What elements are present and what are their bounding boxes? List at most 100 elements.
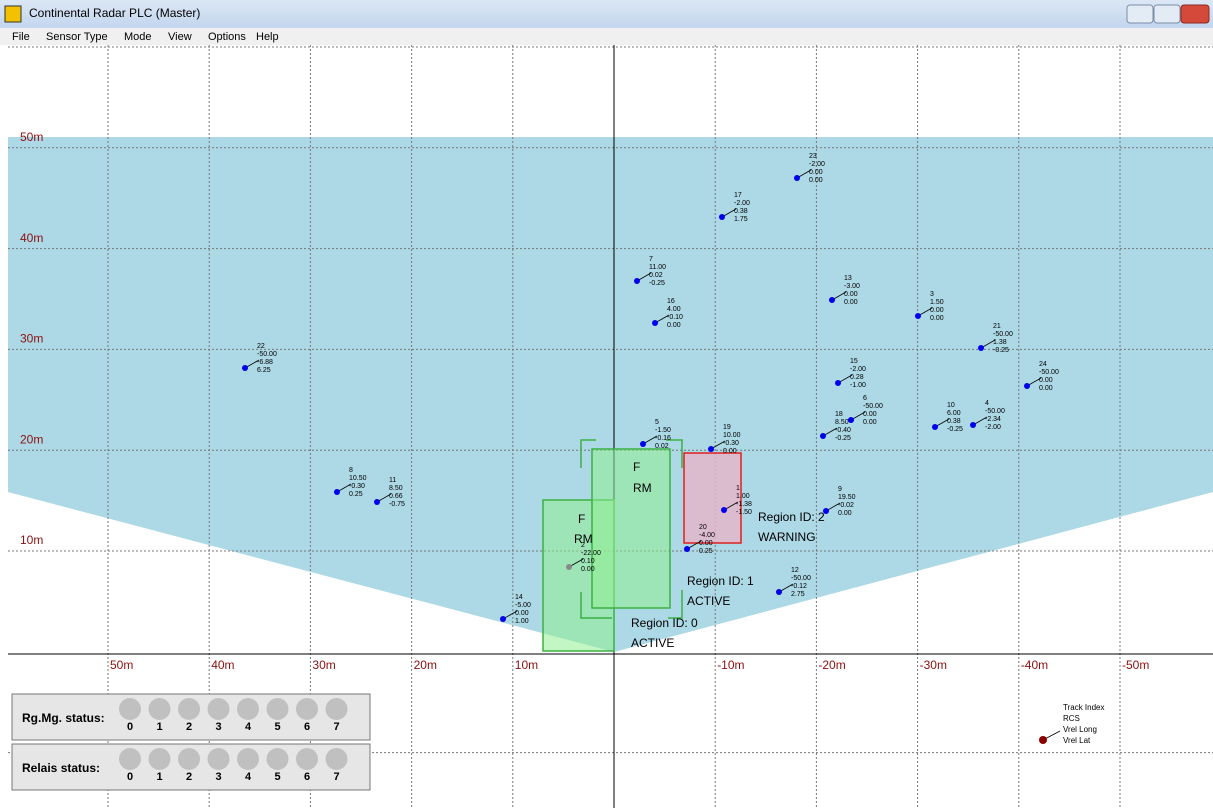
track-vlat: -2.00 (985, 424, 1001, 431)
status-label: Relais status: (22, 761, 100, 775)
x-axis-label: 50m (110, 658, 133, 672)
track-vlong: 0.00 (699, 540, 713, 547)
track-vlat: -0.75 (389, 501, 405, 508)
track-rcs: -50.00 (791, 575, 811, 582)
status-digit: 3 (216, 721, 222, 733)
status-led (237, 698, 259, 720)
track-index: 17 (734, 192, 742, 199)
title-bar (0, 0, 1213, 28)
menu-item[interactable]: Options (208, 31, 246, 43)
track-vlat: 0.00 (844, 299, 858, 306)
track-vlat: 0.00 (723, 448, 737, 455)
track-dot (915, 313, 921, 319)
status-digit: 2 (186, 721, 192, 733)
track-dot (719, 214, 725, 220)
track-rcs: -2.00 (850, 366, 866, 373)
track-vlat: -0.25 (993, 347, 1009, 354)
track-vlat: 0.00 (863, 419, 877, 426)
status-digit: 3 (216, 771, 222, 783)
window-title: Continental Radar PLC (Master) (29, 6, 200, 20)
track-vlong: -0.30 (349, 483, 365, 490)
track-index: 8 (349, 467, 353, 474)
track-index: 23 (809, 153, 817, 160)
status-digit: 4 (245, 721, 252, 733)
track-vlong: -0.40 (835, 427, 851, 434)
status-digit: 5 (275, 771, 281, 783)
status-led (296, 698, 318, 720)
track-rcs: 4.00 (667, 306, 681, 313)
menu-item[interactable]: Help (256, 31, 279, 43)
status-digit: 6 (304, 721, 310, 733)
track-rcs: 8.50 (389, 485, 403, 492)
track-vlong: 1.38 (993, 339, 1007, 346)
track-vlat: -0.25 (835, 435, 851, 442)
menu-item[interactable]: File (12, 31, 30, 43)
maximize-button[interactable] (1153, 4, 1181, 24)
track-dot (970, 422, 976, 428)
x-axis-label: -30m (920, 658, 947, 672)
track-rcs: 6.00 (947, 410, 961, 417)
track-index: 7 (649, 256, 653, 263)
track-index: 12 (791, 567, 799, 574)
region-1 (591, 448, 671, 609)
track-index: 11 (389, 477, 396, 484)
track-vlat: 0.25 (349, 491, 363, 498)
track-dot (684, 546, 690, 552)
status-digit: 7 (334, 721, 340, 733)
track-dot (820, 433, 826, 439)
track-index: 16 (667, 298, 675, 305)
legend-dot (1039, 736, 1047, 744)
y-axis-label: 50m (20, 130, 43, 144)
status-digit: 5 (275, 721, 281, 733)
menu-item[interactable]: View (168, 31, 192, 43)
x-axis-label: 40m (211, 658, 234, 672)
track-vlong: 0.02 (649, 272, 663, 279)
x-axis-label: -10m (717, 658, 744, 672)
track-vlong: -0.02 (838, 502, 854, 509)
status-digit: 0 (127, 771, 133, 783)
track-dot (652, 320, 658, 326)
legend-text: RCS (1063, 714, 1080, 723)
sensor-coverage (8, 137, 1213, 652)
track-dot (848, 417, 854, 423)
close-button[interactable] (1180, 4, 1210, 24)
track-vlat: -0.25 (947, 426, 963, 433)
y-axis-label: 30m (20, 332, 43, 346)
status-led (296, 748, 318, 770)
track-dot (1024, 383, 1030, 389)
x-axis-label: -40m (1021, 658, 1048, 672)
track-dot (794, 175, 800, 181)
menu-item[interactable]: Sensor Type (46, 31, 108, 43)
status-digit: 0 (127, 721, 133, 733)
track-vlong: -0.10 (667, 314, 683, 321)
track-dot (708, 446, 714, 452)
track-dot (242, 365, 248, 371)
region-state: ACTIVE (631, 636, 674, 650)
track-vlong: -2.34 (985, 416, 1001, 423)
track-vlat: 1.00 (515, 618, 529, 625)
track-dot (721, 507, 727, 513)
track-index: 21 (993, 323, 1001, 330)
track-vlong: -0.12 (791, 583, 807, 590)
track-index: 10 (947, 402, 955, 409)
minimize-button[interactable] (1126, 4, 1154, 24)
track-index: 18 (835, 411, 843, 418)
track-rcs: -50.00 (985, 408, 1005, 415)
region-label: RM (574, 532, 593, 546)
menu-item[interactable]: Mode (124, 31, 152, 43)
track-rcs: -5.00 (515, 602, 531, 609)
x-axis-label: -50m (1122, 658, 1149, 672)
track-rcs: 10.00 (723, 432, 741, 439)
track-vlong: 0.38 (947, 418, 961, 425)
track-vlat: 0.00 (1039, 385, 1053, 392)
status-led (266, 698, 289, 720)
region-bracket (668, 590, 683, 619)
track-rcs: 1.50 (930, 299, 944, 306)
track-vlat: 0.25 (699, 548, 713, 555)
y-axis-label: 10m (20, 533, 43, 547)
track-vlat: 0.00 (930, 315, 944, 322)
track-vlat: -1.50 (736, 509, 752, 516)
track-index: 4 (985, 400, 989, 407)
status-digit: 2 (186, 771, 192, 783)
track-dot (835, 380, 841, 386)
